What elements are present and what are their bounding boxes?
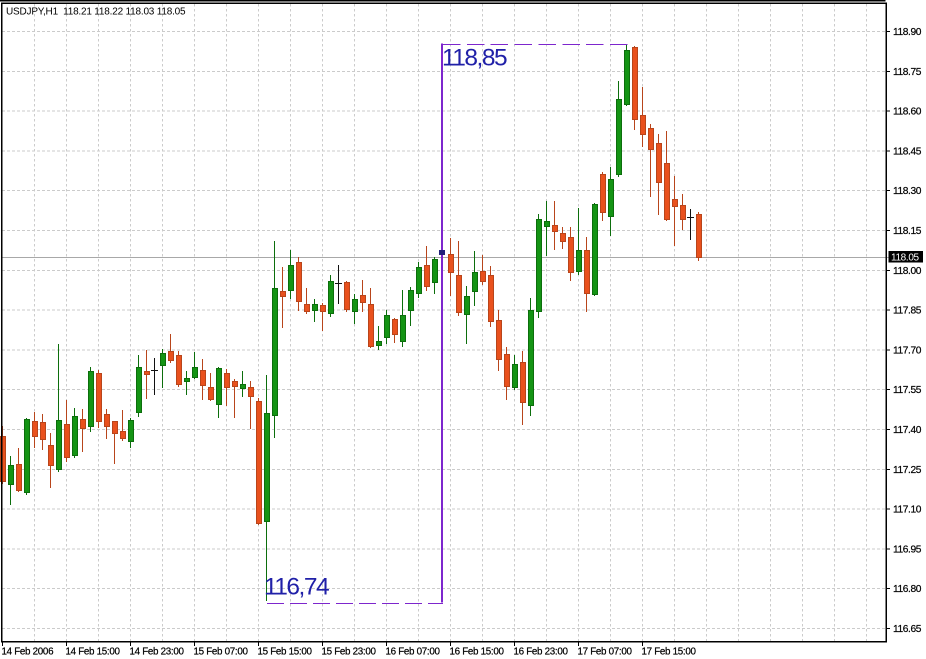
svg-text:117.70: 117.70 [893, 345, 922, 356]
svg-text:118.75: 118.75 [893, 67, 922, 78]
svg-text:118.60: 118.60 [893, 107, 922, 118]
svg-text:118.90: 118.90 [893, 27, 922, 38]
svg-text:15 Feb 23:00: 15 Feb 23:00 [322, 647, 377, 658]
svg-text:17 Feb 15:00: 17 Feb 15:00 [642, 647, 697, 658]
svg-text:118,85: 118,85 [442, 45, 507, 72]
svg-text:117.55: 117.55 [893, 385, 922, 396]
svg-text:116,74: 116,74 [264, 574, 329, 601]
svg-text:118.00: 118.00 [893, 266, 922, 277]
svg-text:117.25: 117.25 [893, 465, 922, 476]
svg-text:116.65: 116.65 [893, 624, 922, 635]
svg-text:16 Feb 23:00: 16 Feb 23:00 [514, 647, 569, 658]
svg-text:14 Feb 23:00: 14 Feb 23:00 [130, 647, 185, 658]
svg-text:117.10: 117.10 [893, 505, 922, 516]
svg-text:118.15: 118.15 [893, 226, 922, 237]
svg-text:USDJPY,H1 118.21 118.22 118.0: USDJPY,H1 118.21 118.22 118.03 118.05 [6, 7, 186, 18]
svg-text:116.95: 116.95 [893, 544, 922, 555]
svg-text:16 Feb 07:00: 16 Feb 07:00 [386, 647, 441, 658]
svg-text:117.85: 117.85 [893, 306, 922, 317]
svg-text:116.80: 116.80 [893, 584, 922, 595]
svg-text:118.05: 118.05 [891, 253, 920, 264]
svg-text:14 Feb 15:00: 14 Feb 15:00 [66, 647, 121, 658]
svg-text:15 Feb 15:00: 15 Feb 15:00 [258, 647, 313, 658]
svg-text:117.40: 117.40 [893, 425, 922, 436]
svg-text:118.30: 118.30 [893, 186, 922, 197]
svg-text:118.45: 118.45 [893, 146, 922, 157]
svg-text:15 Feb 07:00: 15 Feb 07:00 [194, 647, 249, 658]
svg-text:16 Feb 15:00: 16 Feb 15:00 [450, 647, 505, 658]
svg-text:14 Feb 2006: 14 Feb 2006 [2, 647, 55, 658]
svg-text:17 Feb 07:00: 17 Feb 07:00 [578, 647, 633, 658]
